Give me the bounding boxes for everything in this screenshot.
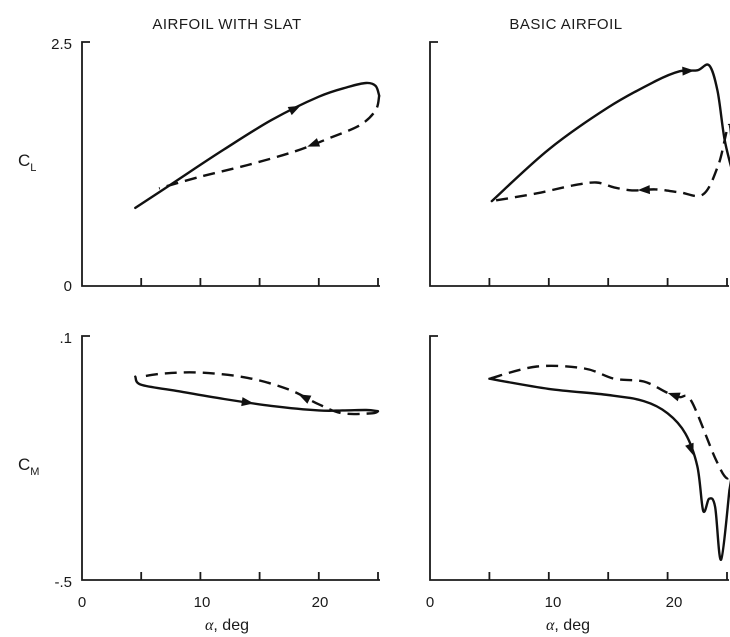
dashed-curve-bottom-left	[141, 371, 379, 416]
direction-arrow-bottom-right-solid	[685, 442, 694, 456]
cm-tick-top: .1	[59, 330, 72, 347]
axis-top-left	[81, 41, 380, 287]
x-axis-label-right: α, deg	[546, 617, 590, 634]
x-tick-right-0: 0	[426, 594, 434, 611]
x-axis-label-left: α, deg	[205, 617, 249, 634]
x-tick-left-10: 10	[194, 594, 211, 611]
chart-panels	[81, 41, 730, 581]
cm-axis-label: CM	[18, 455, 39, 478]
solid-curve-top-right	[490, 63, 730, 203]
panel-bottom-left	[81, 335, 380, 581]
cl-axis-label: CL	[18, 151, 36, 174]
right-column-title: BASIC AIRFOIL	[509, 16, 622, 33]
x-tick-left-20: 20	[312, 594, 329, 611]
axis-top-right	[429, 41, 729, 287]
direction-arrow-top-left-solid	[287, 105, 301, 116]
cl-tick-top: 2.5	[51, 36, 72, 53]
x-tick-left-0: 0	[78, 594, 86, 611]
solid-curve-top-left	[134, 81, 381, 210]
panel-bottom-right	[429, 335, 730, 581]
direction-arrow-top-left-dashed	[307, 138, 321, 147]
x-tick-right-20: 20	[666, 594, 683, 611]
panel-top-left	[81, 41, 381, 287]
dashed-curve-top-left	[158, 95, 381, 190]
direction-arrow-top-right-dashed	[637, 185, 650, 195]
direction-arrow-bottom-left-solid	[241, 397, 254, 407]
cl-tick-zero: 0	[64, 278, 72, 295]
axis-bottom-left	[81, 335, 380, 581]
x-tick-right-10: 10	[545, 594, 562, 611]
direction-arrow-bottom-left-dashed	[298, 394, 312, 404]
axis-bottom-right	[429, 335, 729, 581]
solid-curve-bottom-left	[134, 375, 380, 413]
dashed-curve-top-right	[491, 123, 730, 203]
direction-arrow-bottom-right-dashed	[667, 392, 681, 402]
panel-top-right	[429, 41, 730, 287]
direction-arrow-top-right-solid	[682, 66, 695, 76]
left-column-title: AIRFOIL WITH SLAT	[152, 16, 301, 33]
cm-tick-bottom: -.5	[54, 574, 72, 591]
